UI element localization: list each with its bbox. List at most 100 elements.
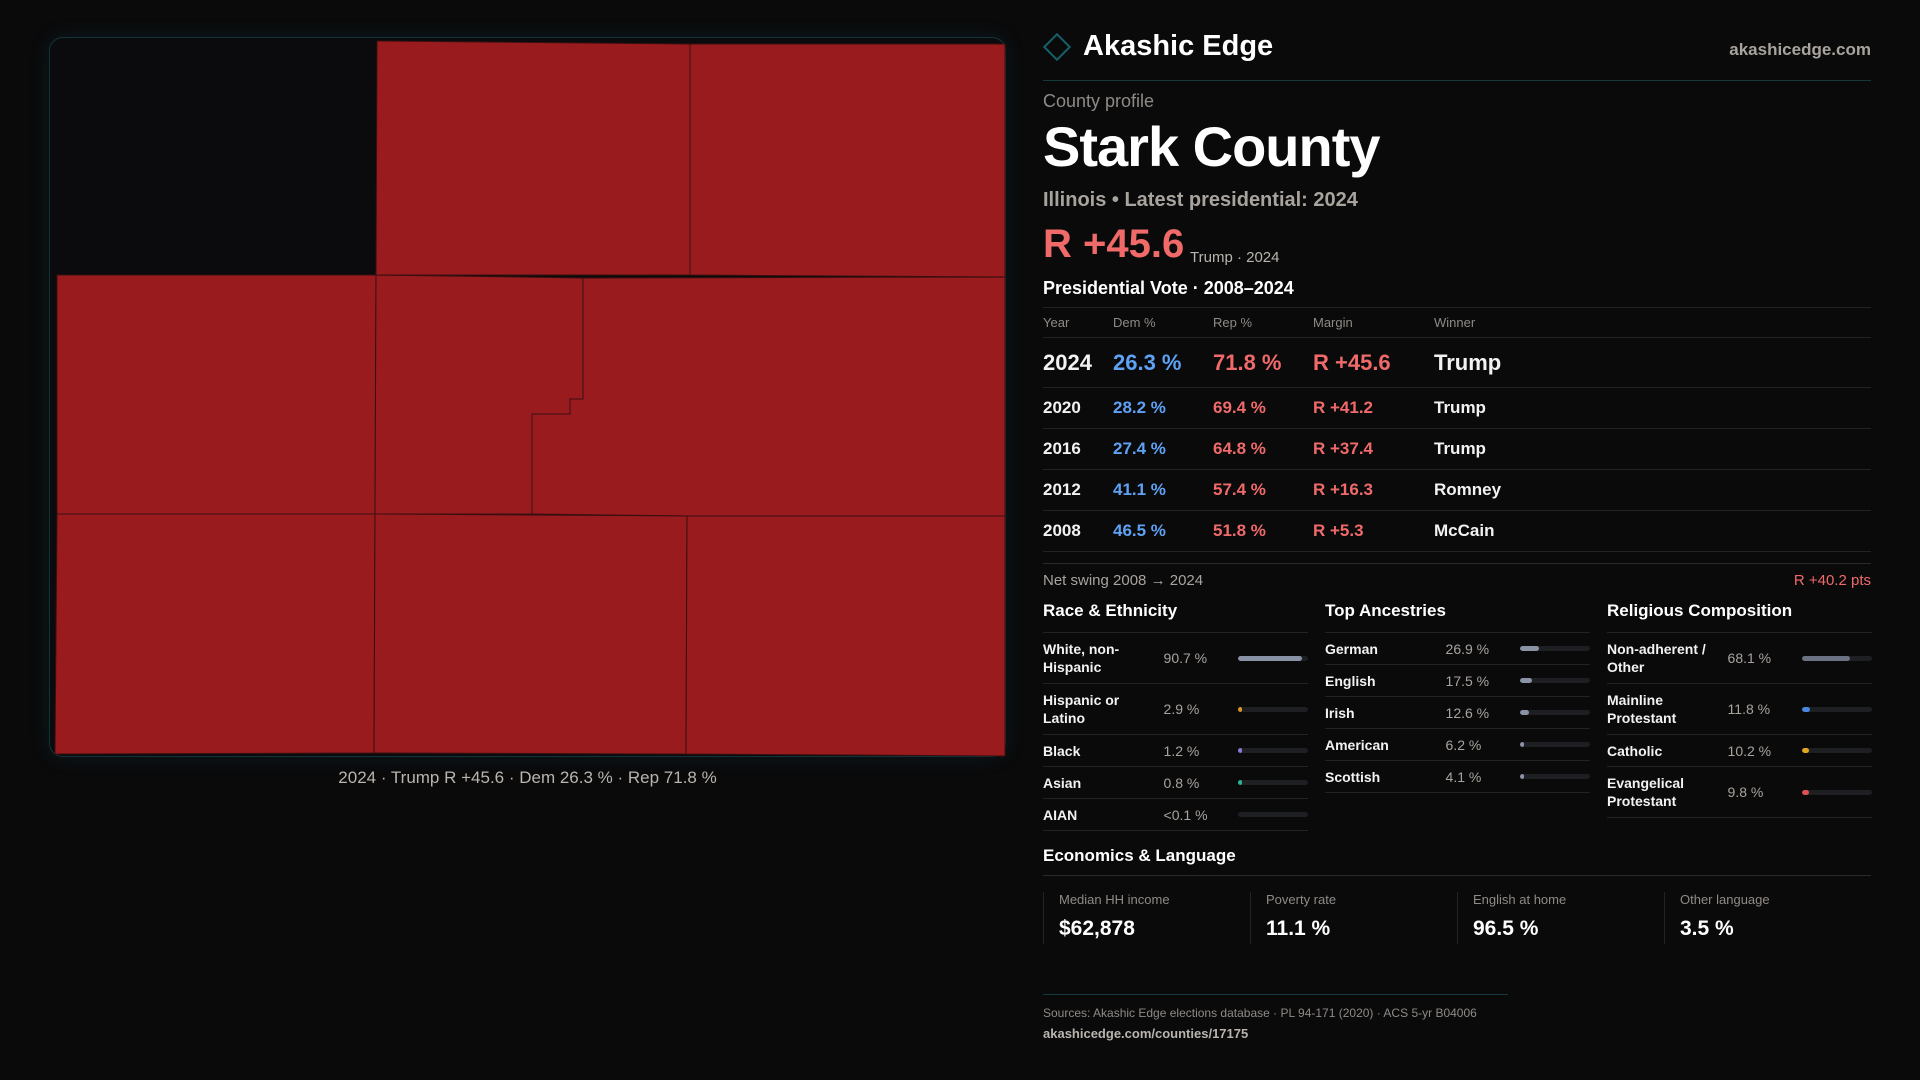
- race-section: Race & Ethnicity White, non-Hispanic 90.7…: [1043, 601, 1308, 831]
- item-bar: [1520, 774, 1590, 779]
- item-bar-fill: [1520, 710, 1530, 715]
- ancestry-section: Top Ancestries German 26.9 % English 17.5 %…: [1325, 601, 1590, 793]
- cell-winner: Romney: [1434, 480, 1502, 499]
- headline-detail: Trump · 2024: [1190, 249, 1280, 266]
- religion-title: Religious Composition: [1607, 601, 1872, 633]
- county-map[interactable]: [50, 38, 1007, 758]
- diamond-logo-icon: [1042, 32, 1072, 61]
- item-label: Irish: [1325, 704, 1355, 721]
- site-link[interactable]: akashicedge.com: [1729, 40, 1871, 59]
- item-value: 10.2 %: [1727, 742, 1772, 759]
- cell-winner: Trump: [1434, 398, 1486, 417]
- cell-dem: 27.4 %: [1113, 439, 1166, 458]
- religion-item: Mainline Protestant 11.8 %: [1607, 684, 1872, 735]
- presidential-title: Presidential Vote · 2008–2024: [1043, 278, 1294, 298]
- cell-rep: 51.8 %: [1213, 521, 1266, 540]
- item-bar-fill: [1238, 748, 1243, 753]
- religion-item: Catholic 10.2 %: [1607, 735, 1872, 767]
- item-bar-fill: [1520, 774, 1525, 779]
- presidential-table: Year Dem % Rep % Margin Winner 2024 26.3 …: [1043, 307, 1871, 552]
- stat-label: English at home: [1473, 892, 1567, 907]
- item-bar-fill: [1802, 789, 1810, 795]
- header-divider: [1043, 80, 1871, 81]
- cell-rep: 57.4 %: [1213, 480, 1266, 499]
- stat-label: Median HH income: [1059, 892, 1170, 907]
- cell-winner: Trump: [1434, 349, 1502, 375]
- item-bar: [1802, 789, 1872, 795]
- item-bar-fill: [1802, 706, 1811, 712]
- item-bar-fill: [1238, 655, 1302, 661]
- cell-margin: R +45.6: [1313, 349, 1391, 375]
- stat-card: Median HH income $62,878: [1043, 892, 1250, 944]
- county-map-panel[interactable]: [49, 37, 1006, 757]
- col-rep: Rep %: [1213, 315, 1253, 330]
- item-bar: [1238, 655, 1308, 661]
- county-shape[interactable]: [56, 274, 377, 515]
- table-row: 2016 27.4 % 64.8 % R +37.4 Trump: [1043, 429, 1871, 470]
- stat-label: Other language: [1680, 892, 1770, 907]
- cell-year: 2008: [1043, 521, 1081, 540]
- county-shape[interactable]: [375, 40, 691, 276]
- item-value: 68.1 %: [1727, 650, 1772, 666]
- cell-dem: 26.3 %: [1113, 349, 1182, 375]
- item-value: 11.8 %: [1727, 701, 1771, 717]
- sources-text: Sources: Akashic Edge elections database…: [1043, 1006, 1477, 1020]
- economics-stats: Median HH income $62,878 Poverty rate 11.1…: [1043, 892, 1871, 944]
- item-label: Black: [1043, 742, 1081, 759]
- cell-winner: Trump: [1434, 439, 1486, 458]
- item-label: AIAN: [1043, 806, 1078, 823]
- county-shape[interactable]: [54, 513, 376, 755]
- item-bar-fill: [1238, 706, 1243, 712]
- cell-dem: 28.2 %: [1113, 398, 1166, 417]
- cell-margin: R +16.3: [1313, 480, 1374, 499]
- religion-item: Non-adherent / Other 68.1 %: [1607, 633, 1872, 684]
- brand[interactable]: Akashic Edge: [1042, 30, 1273, 63]
- county-shape[interactable]: [685, 515, 1006, 757]
- race-title: Race & Ethnicity: [1043, 601, 1308, 633]
- item-label: American: [1325, 736, 1389, 753]
- cell-year: 2016: [1043, 439, 1081, 458]
- cell-year: 2020: [1043, 398, 1081, 417]
- item-value: 90.7 %: [1163, 650, 1208, 666]
- race-item: Hispanic or Latino 2.9 %: [1043, 684, 1308, 735]
- table-row: 2012 41.1 % 57.4 % R +16.3 Romney: [1043, 470, 1871, 511]
- col-margin: Margin: [1313, 315, 1353, 330]
- map-caption: 2024 · Trump R +45.6 · Dem 26.3 % · Rep …: [338, 768, 717, 787]
- ancestry-item: Irish 12.6 %: [1325, 697, 1590, 729]
- item-label: Evangelical Protestant: [1607, 775, 1685, 809]
- item-value: 9.8 %: [1727, 784, 1764, 800]
- item-bar-fill: [1520, 678, 1533, 683]
- economics-divider: [1043, 875, 1871, 876]
- table-row: 2008 46.5 % 51.8 % R +5.3 McCain: [1043, 511, 1871, 552]
- item-bar-fill: [1238, 780, 1243, 785]
- headline-margin: R +45.6: [1043, 222, 1185, 266]
- item-bar: [1238, 706, 1308, 712]
- item-label: Non-adherent / Other: [1607, 641, 1706, 675]
- ancestry-item: German 26.9 %: [1325, 633, 1590, 665]
- religion-section: Religious Composition Non-adherent / Oth…: [1607, 601, 1872, 818]
- item-bar: [1520, 646, 1590, 651]
- cell-rep: 64.8 %: [1213, 439, 1266, 458]
- item-label: White, non-Hispanic: [1043, 641, 1120, 675]
- cell-rep: 69.4 %: [1213, 398, 1266, 417]
- cell-margin: R +5.3: [1313, 521, 1364, 540]
- county-shape[interactable]: [689, 43, 1006, 278]
- item-label: Asian: [1043, 774, 1082, 791]
- county-url[interactable]: akashicedge.com/counties/17175: [1043, 1026, 1249, 1041]
- item-label: Hispanic or Latino: [1043, 692, 1120, 726]
- county-shape[interactable]: [531, 276, 1006, 517]
- col-dem: Dem %: [1113, 315, 1156, 330]
- swing-label: Net swing 2008 → 2024: [1043, 572, 1204, 589]
- stat-card: Poverty rate 11.1 %: [1250, 892, 1457, 944]
- county-shape[interactable]: [373, 513, 688, 755]
- stat-value: $62,878: [1059, 917, 1135, 940]
- cell-year: 2012: [1043, 480, 1081, 499]
- table-divider: [1043, 563, 1871, 564]
- stat-label: Poverty rate: [1266, 892, 1337, 907]
- item-value: 26.9 %: [1445, 640, 1490, 657]
- race-item: Black 1.2 %: [1043, 735, 1308, 767]
- item-bar: [1238, 748, 1308, 753]
- item-label: Mainline Protestant: [1607, 692, 1677, 726]
- stat-value: 3.5 %: [1680, 917, 1734, 940]
- col-year: Year: [1043, 315, 1070, 330]
